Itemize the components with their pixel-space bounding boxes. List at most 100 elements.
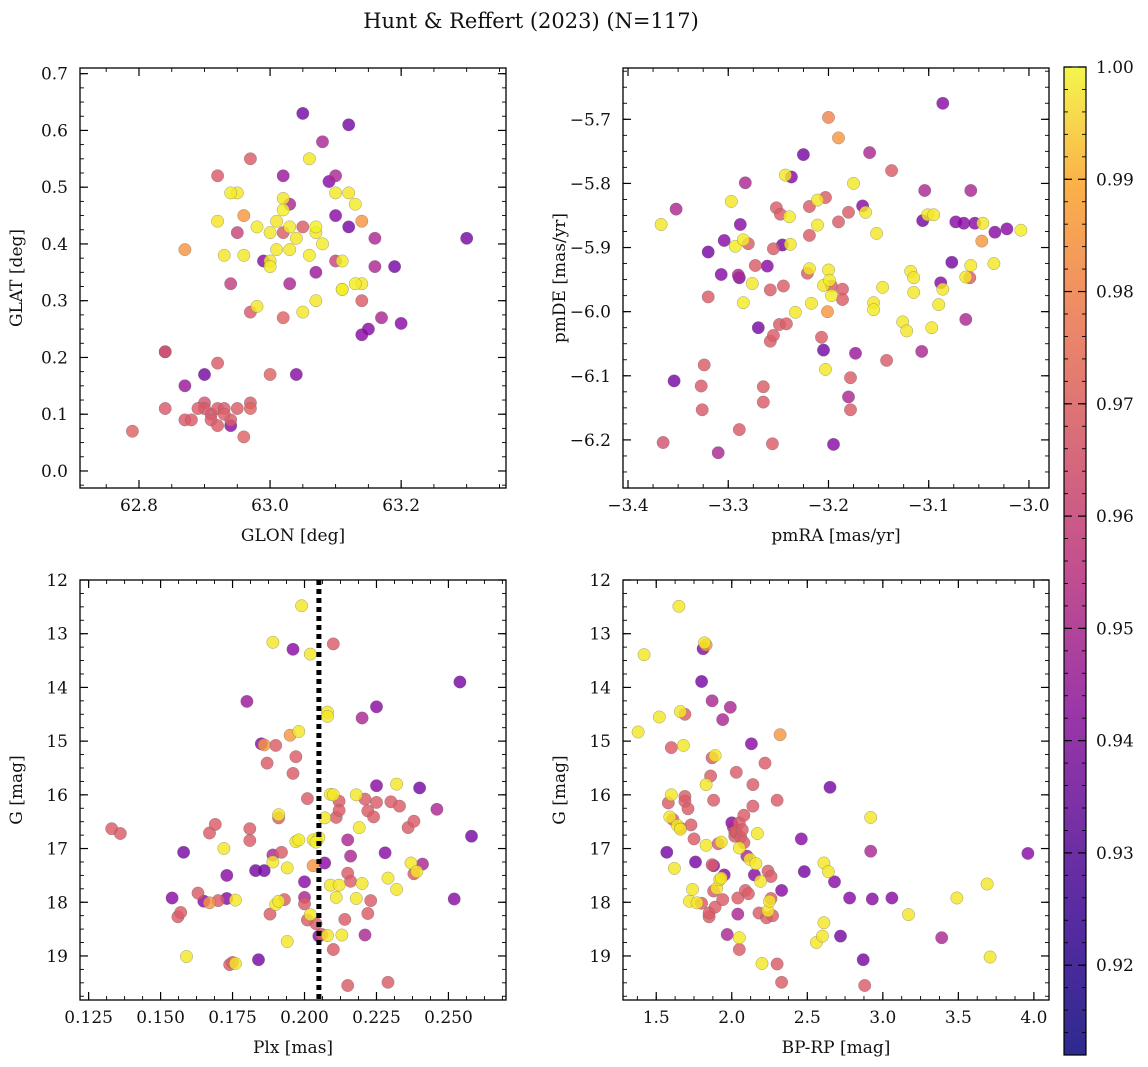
scatter-point: [746, 778, 760, 792]
scatter-point: [843, 891, 857, 905]
scatter-point: [822, 110, 835, 124]
scatter-point: [1014, 223, 1028, 237]
scatter-point: [686, 882, 699, 896]
scatter-point: [907, 285, 921, 299]
scatter-point: [283, 277, 297, 291]
scatter-point: [352, 821, 366, 835]
scatter-point: [335, 928, 349, 942]
scatter-point: [823, 780, 837, 794]
scatter-point: [280, 861, 294, 875]
scatter-point: [453, 675, 467, 689]
scatter-point: [689, 855, 702, 869]
panel-glon-glat: 62.8 63.0 63.2 0.0 0.1 0.2 0.3 0.4 0.5 0.6 0.7 GLON…: [7, 65, 507, 546]
scatter-point: [746, 799, 760, 813]
scatter-point: [388, 260, 402, 274]
panel-bprp-g: 1.5 2.0 2.5 3.0 3.5 4.0 12 13 14 15 16 17 18 19 BP-RP …: [550, 571, 1050, 1058]
scatter-point: [754, 874, 767, 888]
scatter-point: [760, 259, 774, 273]
scatter-point: [289, 750, 303, 764]
colorbar: 0.92 0.93 0.94 0.95 0.96 0.97 0.98 0.99 1.00: [1063, 58, 1134, 1056]
scatter-point: [745, 277, 759, 290]
scatter-point: [368, 260, 382, 274]
scatter-point: [243, 834, 257, 847]
y-tick-label: 19: [589, 947, 611, 967]
scatter-point: [865, 892, 879, 906]
scatter-point: [465, 829, 478, 843]
scatter-point: [964, 259, 978, 272]
scatter-point: [113, 827, 127, 840]
x-tick-label: −3.4: [607, 496, 648, 516]
colorbar-tick-label: 0.97: [1096, 395, 1134, 415]
scatter-point: [342, 220, 356, 234]
scatter-point: [211, 419, 225, 433]
scatter-point: [309, 265, 323, 279]
scatter-point: [660, 845, 674, 859]
scatter-point: [250, 220, 264, 234]
scatter-point: [907, 271, 921, 285]
scatter-point: [714, 835, 728, 849]
scatter-point: [925, 321, 939, 335]
scatter-point: [326, 943, 340, 956]
scatter-point: [306, 859, 320, 873]
scatter-point: [815, 929, 829, 943]
scatter-point: [211, 356, 225, 370]
scatter-point: [821, 305, 834, 319]
scatter-point: [776, 279, 790, 293]
scatter-point: [732, 423, 746, 437]
scatter-point: [667, 861, 681, 875]
scatter-point: [332, 878, 346, 892]
scatter-point: [673, 705, 687, 719]
scatter-point: [775, 883, 789, 897]
scatter-point: [976, 216, 990, 230]
scatter-point: [348, 277, 362, 291]
scatter-point: [321, 929, 334, 942]
y-tick-label: 14: [46, 678, 68, 698]
scatter-point: [758, 756, 772, 770]
scatter-point: [737, 808, 751, 822]
scatter-point: [900, 324, 914, 338]
scatter-points: [125, 106, 474, 444]
scatter-point: [240, 694, 254, 708]
scatter-point: [708, 749, 722, 763]
scatter-point: [378, 846, 392, 860]
scatter-point: [217, 407, 231, 421]
scatter-point: [370, 779, 383, 793]
scatter-point: [847, 176, 860, 190]
scatter-point: [276, 203, 290, 217]
scatter-point: [716, 713, 730, 727]
scatter-point: [707, 793, 721, 807]
x-tick-label: 0.200: [280, 1008, 329, 1028]
x-tick-label: 0.150: [136, 1008, 185, 1028]
scatter-point: [326, 637, 340, 651]
scatter-point: [269, 738, 283, 752]
scatter-point: [342, 118, 356, 132]
scatter-point: [815, 330, 828, 344]
scatter-point: [289, 231, 303, 245]
scatter-point: [652, 710, 666, 724]
scatter-point: [208, 817, 222, 831]
scatter-points: [631, 599, 1035, 992]
scatter-point: [342, 186, 356, 200]
scatter-point: [275, 845, 288, 859]
scatter-point: [355, 214, 369, 228]
colorbar-tick-label: 0.92: [1096, 956, 1134, 976]
scatter-point: [825, 289, 838, 303]
scatter-point: [736, 296, 750, 310]
y-axis-label: G [mag]: [550, 755, 570, 824]
scatter-point: [834, 929, 847, 943]
scatter-point: [664, 788, 678, 802]
scatter-point: [717, 234, 731, 247]
scatter-point: [358, 928, 372, 942]
scatter-point: [902, 908, 915, 922]
scatter-point: [794, 832, 808, 846]
scatter-point: [811, 193, 824, 207]
scatter-point: [230, 226, 244, 240]
plot-frame: [622, 579, 1050, 1001]
scatter-point: [723, 700, 737, 714]
scatter-point: [733, 218, 747, 231]
scatter-point: [983, 950, 997, 964]
y-axis-label: GLAT [deg]: [7, 229, 27, 327]
scatter-point: [341, 833, 355, 847]
scatter-point: [782, 210, 796, 224]
